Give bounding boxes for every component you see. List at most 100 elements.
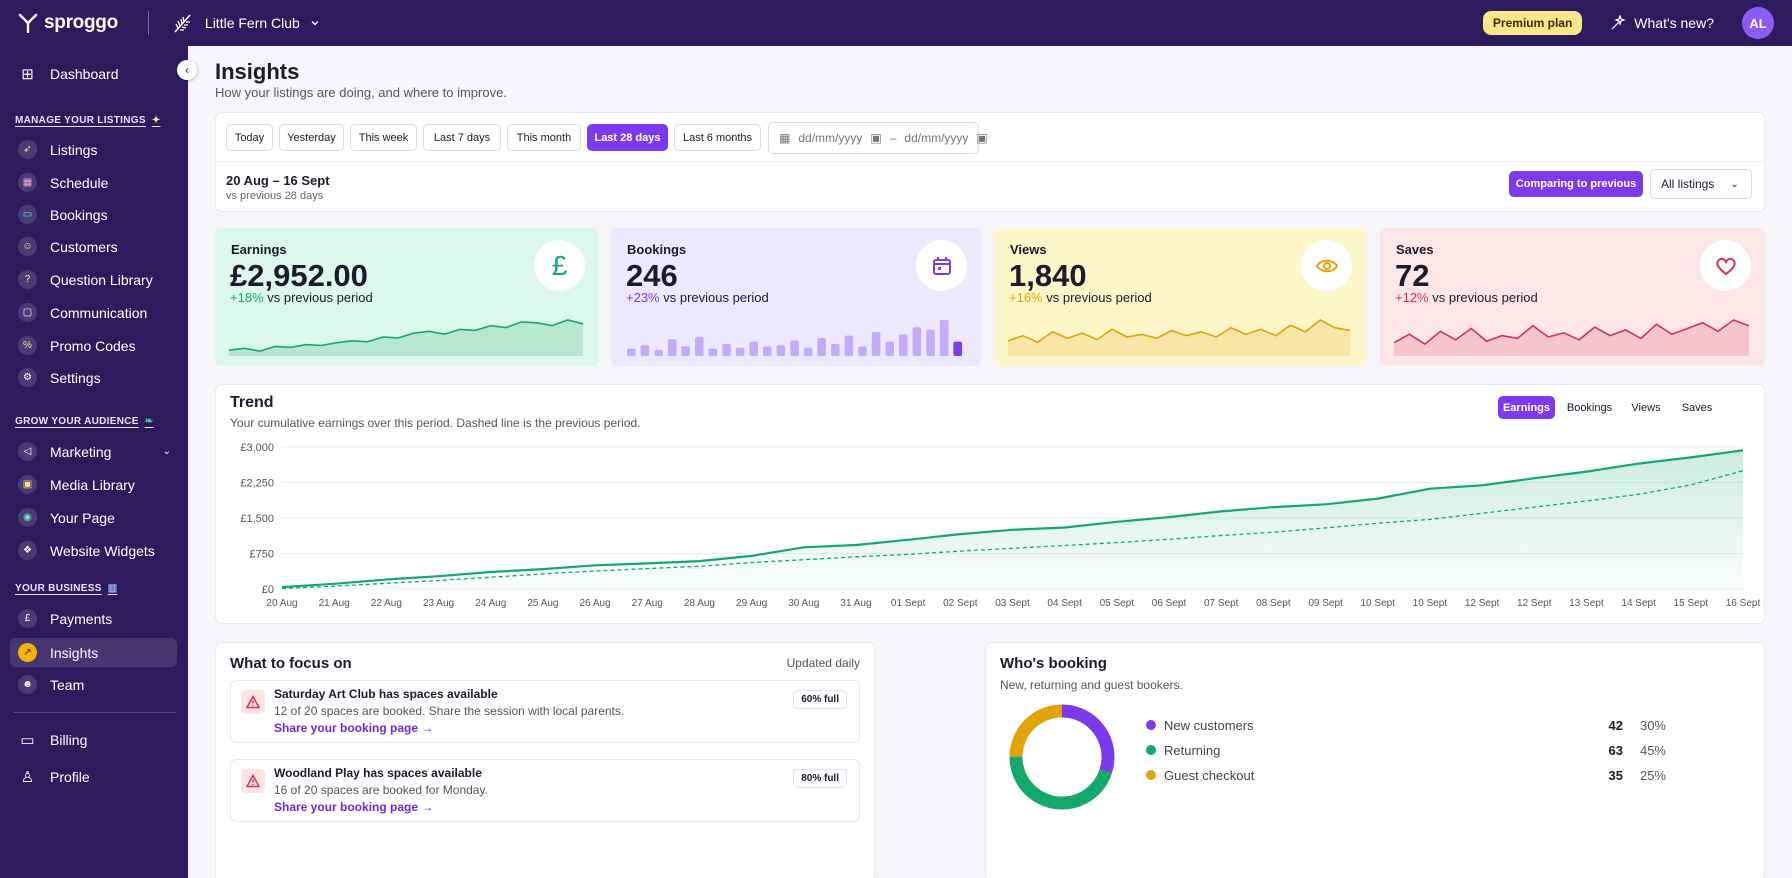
start-date-input[interactable]: dd/mm/yyyy: [798, 131, 863, 145]
chevron-down-icon: ⌄: [162, 446, 171, 457]
saves-sparkline: [1394, 319, 1749, 356]
sidebar-item-payments[interactable]: £ Payments: [10, 604, 177, 633]
range-last-6-months-button[interactable]: Last 6 months: [674, 124, 761, 151]
sidebar-item-dashboard[interactable]: ⊞ Dashboard: [10, 59, 177, 88]
x-tick-label: 12 Sept: [1465, 598, 1500, 609]
y-tick-label: £2,250: [240, 478, 274, 490]
sidebar-item-communication[interactable]: ▢ Communication: [10, 298, 177, 327]
date-range-picker[interactable]: ▦ dd/mm/yyyy ▣ – dd/mm/yyyy ▣: [768, 122, 988, 154]
x-tick-label: 02 Sept: [943, 598, 978, 609]
range-this-week-button[interactable]: This week: [350, 124, 417, 151]
sparkline-area: [1008, 320, 1350, 356]
sidebar-item-billing[interactable]: ▭ Billing: [10, 725, 177, 754]
sidebar-item-promo-codes[interactable]: % Promo Codes: [10, 331, 177, 360]
trend-tab-saves[interactable]: Saves: [1681, 401, 1713, 414]
comparing-to-previous-button[interactable]: Comparing to previous: [1509, 171, 1643, 197]
listing-select[interactable]: All listings ⌄: [1650, 169, 1752, 199]
range-last-7-days-button[interactable]: Last 7 days: [423, 124, 501, 151]
sidebar-item-website-widgets[interactable]: ❖ Website Widgets: [10, 536, 177, 565]
sidebar-item-customers[interactable]: ☺ Customers: [10, 232, 177, 261]
range-yesterday-button[interactable]: Yesterday: [279, 124, 344, 151]
range-last-28-days-button[interactable]: Last 28 days: [587, 124, 668, 151]
y-tick-label: £1,500: [240, 513, 274, 525]
warning-icon: [241, 769, 265, 793]
share-booking-page-link[interactable]: Share your booking page →: [274, 721, 434, 735]
sparkline-bar: [953, 341, 962, 356]
booker-donut-chart: [1009, 704, 1115, 810]
sidebar-item-team[interactable]: ☻ Team: [10, 670, 177, 699]
sidebar-item-settings[interactable]: ⚙ Settings: [10, 363, 177, 392]
collapse-sidebar-button[interactable]: ‹: [177, 60, 197, 80]
legend-row: New customers 42 30%: [1146, 716, 1666, 734]
fern-icon: [174, 14, 191, 33]
image-icon: ▣: [18, 475, 37, 494]
sidebar-item-your-page[interactable]: ◉ Your Page: [10, 503, 177, 532]
calendar-icon: ▣: [976, 131, 988, 145]
calendar-icon: ▦: [18, 173, 37, 192]
change-suffix: vs previous period: [1432, 290, 1538, 305]
legend-count: 42: [1608, 717, 1623, 733]
whats-new-button[interactable]: What's new?: [1610, 15, 1714, 31]
gear-icon: ⚙: [18, 368, 37, 387]
ticket-icon: ▭: [18, 205, 37, 224]
sparkline-bar: [681, 346, 690, 356]
sidebar-item-listings[interactable]: ➶ Listings: [10, 135, 177, 164]
focus-item-description: 16 of 20 spaces are booked for Monday.: [274, 783, 488, 797]
trend-card: Trend Your cumulative earnings over this…: [215, 384, 1765, 624]
sidebar-item-question-library[interactable]: ? Question Library: [10, 265, 177, 294]
trend-tab-views[interactable]: Views: [1631, 401, 1661, 414]
section-your-business: YOUR BUSINESS ▥: [15, 583, 117, 594]
sidebar-item-label: Communication: [50, 304, 148, 321]
sidebar-item-bookings[interactable]: ▭ Bookings: [10, 200, 177, 229]
sparkline-area: [229, 320, 583, 356]
sidebar-item-label: Team: [50, 676, 85, 693]
share-booking-page-link[interactable]: Share your booking page →: [274, 800, 434, 814]
sidebar-item-label: Question Library: [50, 271, 153, 288]
sparkline-bar: [803, 347, 813, 356]
earnings-area: [282, 450, 1743, 589]
y-tick-label: £0: [262, 584, 274, 596]
sparkle-icon: ✦: [151, 115, 161, 126]
eye-icon: [1301, 240, 1352, 291]
sidebar-item-profile[interactable]: ♙ Profile: [10, 762, 177, 791]
x-tick-label: 09 Sept: [1308, 598, 1343, 609]
x-tick-label: 12 Sept: [1517, 598, 1552, 609]
change-percent: +12%: [1395, 290, 1429, 305]
sproggo-logo[interactable]: sproggo: [18, 12, 118, 34]
legend-count: 63: [1608, 742, 1623, 758]
x-tick-label: 20 Aug: [266, 598, 297, 609]
end-date-input[interactable]: dd/mm/yyyy: [904, 131, 969, 145]
views-stat-card[interactable]: Views 1,840 +16% vs previous period: [994, 228, 1366, 366]
logo-text: sproggo: [44, 12, 118, 33]
range-this-month-button[interactable]: This month: [507, 124, 581, 151]
pin-icon: ◉: [18, 508, 37, 527]
earnings-stat-card[interactable]: Earnings £2,952.00 +18% vs previous peri…: [215, 228, 599, 366]
sidebar-item-insights[interactable]: ↗ Insights: [10, 638, 177, 667]
sidebar-item-marketing[interactable]: ◁ Marketing ⌄: [10, 437, 177, 466]
calendar-icon: ▦: [779, 131, 791, 145]
saves-stat-card[interactable]: Saves 72 +12% vs previous period: [1380, 228, 1765, 366]
donut-slice: [1009, 704, 1115, 810]
bookings-stat-card[interactable]: Bookings 246 +23% vs previous period: [611, 228, 981, 366]
chevron-down-icon: [311, 21, 319, 26]
x-tick-label: 01 Sept: [891, 598, 926, 609]
club-switcher[interactable]: Little Fern Club: [171, 11, 320, 35]
trend-chart: £3,000 £2,250 £1,500 £750 £0 20 Aug 21 Aug 22 A…: [240, 442, 1760, 609]
earnings-sparkline: [229, 319, 583, 356]
x-tick-label: 04 Sept: [1047, 598, 1082, 609]
premium-plan-badge[interactable]: Premium plan: [1482, 11, 1583, 35]
user-avatar[interactable]: AL: [1742, 7, 1774, 39]
sidebar-item-label: Profile: [50, 768, 90, 785]
sidebar-item-label: Customers: [50, 238, 118, 255]
page-subtitle: How your listings are doing, and where t…: [215, 85, 507, 100]
range-today-button[interactable]: Today: [226, 124, 273, 151]
sidebar-item-schedule[interactable]: ▦ Schedule: [10, 168, 177, 197]
sparkline-bar: [776, 345, 786, 356]
sidebar-item-media-library[interactable]: ▣ Media Library: [10, 470, 177, 499]
previous-period-line: [281, 470, 1744, 590]
trend-tab-earnings[interactable]: Earnings: [1498, 396, 1555, 419]
legend-percent: 30%: [1639, 717, 1666, 733]
trend-tab-bookings[interactable]: Bookings: [1566, 401, 1613, 414]
views-sparkline: [1008, 319, 1350, 356]
sidebar-item-label: Marketing: [50, 443, 112, 460]
